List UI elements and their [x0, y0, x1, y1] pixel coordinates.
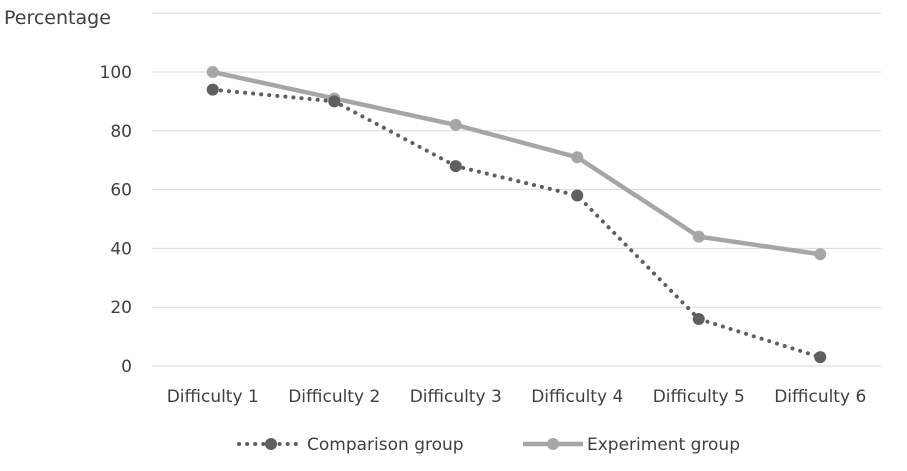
series-group: [206, 83, 827, 364]
data-point: [692, 230, 705, 243]
x-tick-labels: Difficulty 1 Difficulty 2 Difficulty 3 Diff…: [167, 387, 867, 407]
data-point: [692, 312, 705, 325]
series-line: [210, 87, 823, 360]
series-lines: [206, 66, 827, 364]
x-tick-label: Difficulty 1: [167, 387, 259, 407]
data-point: [571, 151, 584, 164]
series-line: [212, 69, 821, 257]
y-tick-labels: 0 20 40 60 80 100: [100, 63, 132, 377]
data-point: [449, 118, 462, 131]
data-point: [814, 351, 827, 364]
x-tick-label: Difficulty 4: [531, 387, 623, 407]
x-tick-label: Difficulty 2: [288, 387, 380, 407]
legend-swatch-marker: [547, 438, 559, 450]
data-point: [206, 83, 219, 96]
x-tick-label: Difficulty 3: [410, 387, 502, 407]
series-group: [206, 66, 827, 261]
y-tick-label: 100: [100, 63, 132, 83]
y-tick-label: 20: [110, 298, 132, 318]
x-tick-label: Difficulty 6: [774, 387, 866, 407]
legend-item: Experiment group: [523, 435, 740, 455]
y-tick-label: 40: [110, 239, 132, 259]
y-tick-label: 80: [110, 122, 132, 142]
y-tick-label: 0: [121, 357, 132, 377]
legend: Comparison group Experiment group: [237, 435, 740, 455]
legend-swatch-marker: [265, 438, 277, 450]
data-point: [206, 66, 219, 78]
gridlines: [152, 12, 881, 367]
data-point: [449, 160, 462, 173]
data-point: [814, 248, 827, 261]
legend-label: Comparison group: [307, 435, 464, 455]
data-point: [328, 95, 341, 108]
legend-label: Experiment group: [587, 435, 740, 455]
data-point: [571, 189, 584, 202]
y-axis-label: Percentage: [4, 7, 111, 29]
y-tick-label: 60: [110, 181, 132, 201]
legend-item: Comparison group: [237, 435, 464, 455]
x-tick-label: Difficulty 5: [653, 387, 745, 407]
